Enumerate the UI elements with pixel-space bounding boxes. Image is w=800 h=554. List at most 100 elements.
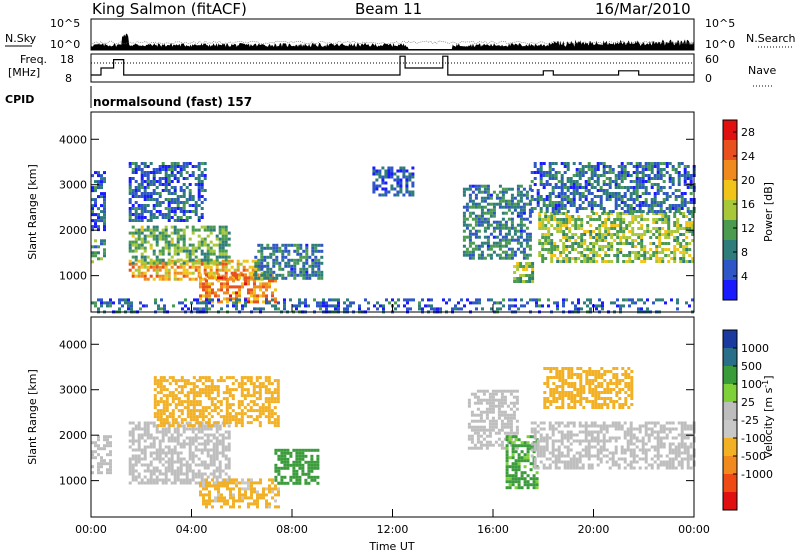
echo-cell-11	[596, 183, 600, 186]
echo-cell-11	[689, 201, 693, 204]
echo-cell-1	[200, 451, 204, 455]
echo-cell-1	[191, 427, 195, 431]
echo-cell-8	[477, 220, 481, 224]
echo-cell-10	[613, 233, 617, 236]
echo-cell-7	[399, 169, 403, 173]
echo-cell-10	[616, 218, 620, 221]
echo-cell-3	[283, 457, 287, 461]
echo-cell-4	[267, 376, 271, 380]
echo-cell-3	[316, 454, 320, 458]
echo-cell-5	[506, 389, 510, 393]
echo-cell-4	[225, 385, 229, 389]
freq-tick-bottom: 8	[65, 72, 72, 85]
echo-cell-10	[592, 245, 596, 248]
echo-cell-3	[301, 448, 305, 452]
echo-cell-6	[269, 252, 273, 256]
echo-cell-4	[182, 201, 186, 204]
echo-cell-4	[162, 376, 166, 380]
echo-cell-2	[226, 487, 229, 491]
echo-cell-11	[620, 180, 624, 183]
echo-cell-11	[644, 180, 648, 183]
echo-cell-2	[140, 274, 144, 278]
echo-cell-1	[97, 219, 100, 223]
echo-cell-8	[471, 250, 475, 254]
echo-cell-2	[182, 265, 186, 269]
echo-cell-11	[533, 198, 537, 201]
echo-cell-1	[200, 448, 204, 452]
echo-cell-11	[608, 210, 612, 213]
echo-cell-7	[569, 430, 573, 434]
echo-cell-4	[156, 409, 160, 413]
echo-cell-1	[91, 189, 94, 193]
echo-cell-1	[182, 427, 186, 431]
echo-cell-10	[616, 248, 620, 251]
echo-cell-4	[183, 385, 187, 389]
echo-cell-6	[299, 258, 303, 262]
echo-cell-2	[134, 268, 138, 272]
echo-cell-1	[100, 204, 103, 208]
echo-cell-4	[200, 207, 204, 210]
echo-cell-4	[170, 171, 174, 174]
echo-cell-4	[170, 192, 174, 195]
echo-cell-4	[167, 219, 171, 222]
echo-cell-10	[607, 242, 611, 245]
echo-cell-5	[509, 443, 513, 447]
echo-cell-3	[280, 454, 284, 458]
echo-cell-11	[683, 204, 687, 207]
echo-cell-4	[194, 183, 198, 186]
echo-cell-10	[577, 218, 581, 221]
echo-cell-4	[167, 189, 171, 192]
echo-cell-5	[491, 395, 495, 399]
echo-cell-7	[584, 427, 588, 431]
echo-cell-5	[476, 428, 480, 432]
echo-cell-5	[509, 413, 513, 417]
echo-cell-3	[128, 246, 132, 250]
echo-cell-3	[152, 225, 156, 229]
echo-cell-1	[161, 436, 165, 440]
echo-cell-11	[590, 210, 594, 213]
echo-cell-3	[301, 451, 305, 455]
echo-cell-6	[266, 267, 270, 271]
echo-cell-11	[641, 201, 645, 204]
echo-cell-11	[650, 201, 654, 204]
echo-cell-10	[565, 248, 569, 251]
echo-cell-5	[208, 273, 211, 277]
echo-cell-6	[293, 270, 297, 274]
echo-cell-6	[535, 486, 539, 490]
echo-cell-10	[622, 242, 626, 245]
echo-cell-4	[276, 391, 280, 395]
echo-cell-12	[688, 304, 691, 308]
echo-cell-1	[182, 442, 186, 446]
echo-cell-8	[465, 202, 469, 206]
echo-cell-8	[483, 205, 487, 209]
echo-cell-3	[158, 234, 162, 238]
echo-cell-10	[547, 218, 551, 221]
echo-cell-11	[626, 198, 630, 201]
echo-cell-2	[179, 262, 183, 266]
echo-cell-11	[563, 183, 567, 186]
echo-cell-11	[656, 186, 660, 189]
echo-cell-7	[402, 193, 406, 197]
echo-cell-11	[545, 198, 549, 201]
echo-cell-1	[131, 448, 135, 452]
echo-cell-11	[542, 201, 546, 204]
echo-cell-4	[255, 418, 259, 422]
echo-cell-1	[206, 475, 210, 479]
echo-cell-7	[584, 439, 588, 443]
echo-cell-11	[674, 168, 678, 171]
echo-cell-10	[631, 245, 635, 248]
echo-cell-9	[516, 277, 520, 280]
echo-cell-6	[523, 483, 527, 487]
echo-cell-4	[264, 397, 268, 401]
echo-cell-0	[100, 257, 103, 261]
echo-cell-12	[577, 301, 580, 305]
echo-cell-5	[473, 419, 477, 423]
echo-cell-10	[652, 251, 656, 254]
echo-cell-4	[273, 412, 277, 416]
echo-cell-7	[560, 442, 564, 446]
echo-cell-5	[494, 419, 498, 423]
echo-cell-7	[590, 430, 594, 434]
echo-cell-11	[599, 204, 603, 207]
echo-cell-10	[664, 254, 668, 257]
echo-cell-10	[685, 221, 689, 224]
